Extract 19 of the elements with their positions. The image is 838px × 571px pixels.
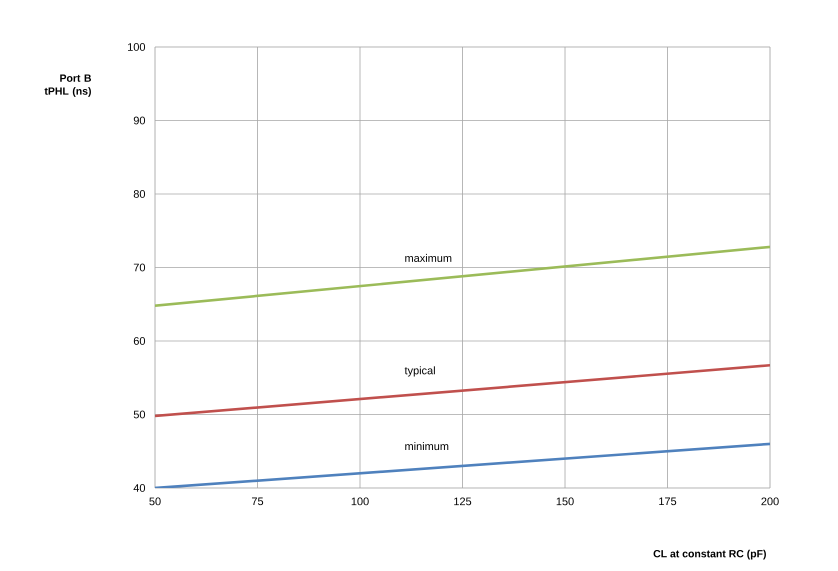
x-tick-label: 100: [352, 498, 369, 506]
y-tick-label: 80: [134, 190, 146, 198]
y-axis-title: Port B tPHL (ns): [44, 74, 92, 97]
x-tick-label: 125: [454, 498, 472, 506]
x-axis-title: CL at constant RC (pF): [654, 550, 766, 560]
y-tick-label: 60: [134, 337, 146, 345]
y-tick-label: 90: [134, 116, 146, 124]
y-tick-label: 100: [128, 43, 146, 51]
y-tick-label: 40: [134, 484, 146, 492]
x-tick-label: 175: [659, 498, 676, 506]
y-tick-label: 50: [134, 410, 146, 418]
x-tick-label: 50: [149, 498, 161, 506]
series-label: minimum: [405, 442, 448, 450]
x-tick-label: 75: [252, 498, 264, 506]
series-label: maximum: [405, 254, 452, 262]
y-tick-label: 70: [134, 264, 146, 272]
x-tick-label: 150: [556, 498, 574, 506]
x-tick-label: 200: [761, 498, 779, 506]
series-label: typical: [404, 366, 435, 377]
